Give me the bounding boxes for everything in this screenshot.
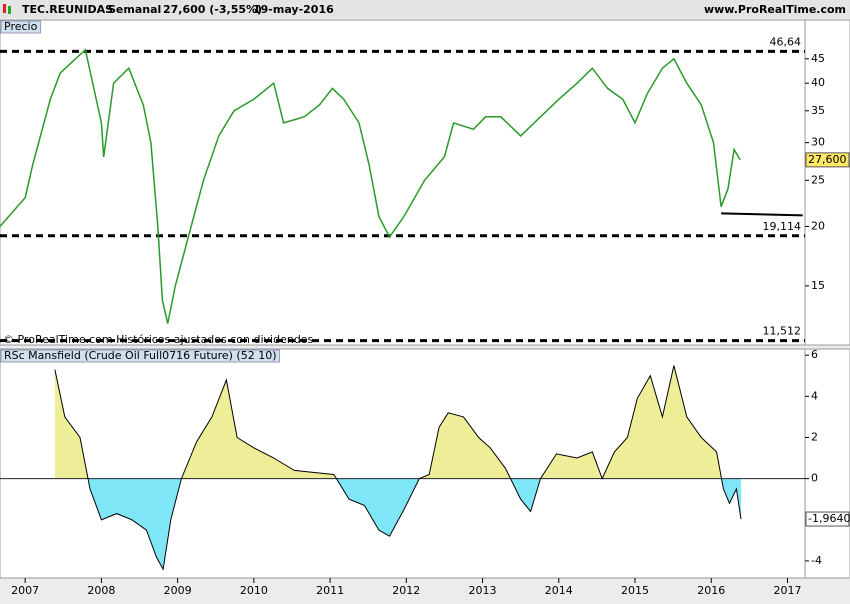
- x-tick-label: 2016: [697, 584, 725, 597]
- panel-title-bg: [0, 20, 42, 34]
- panel-title-bg: [0, 349, 281, 363]
- date: 19-may-2016: [253, 3, 334, 16]
- y-tick-label: 15: [811, 279, 825, 292]
- level-label: 11,512: [763, 325, 802, 338]
- y-tick-label: 45: [811, 52, 825, 65]
- panel-title: Precio: [4, 20, 38, 33]
- x-tick-label: 2012: [392, 584, 420, 597]
- x-tick-label: 2013: [469, 584, 497, 597]
- x-tick-label: 2017: [773, 584, 801, 597]
- y-tick-label: 0: [811, 472, 818, 485]
- site: www.ProRealTime.com: [704, 3, 846, 16]
- x-tick-label: 2015: [621, 584, 649, 597]
- x-tick-label: 2008: [87, 584, 115, 597]
- y-tick-label: 2: [811, 430, 818, 443]
- y-tick-label: 4: [811, 389, 818, 402]
- price-panel: [0, 19, 806, 346]
- last-value-box: [805, 511, 850, 527]
- y-tick-label: 30: [811, 136, 825, 149]
- x-tick-label: 2009: [164, 584, 192, 597]
- price-line: [0, 48, 741, 324]
- indicator-axis: [804, 348, 850, 579]
- x-tick-label: 2007: [11, 584, 39, 597]
- last-value-label: 27,600: [808, 153, 847, 166]
- y-tick-label: 6: [811, 348, 818, 361]
- panel-title: RSc Mansfield (Crude Oil Full0716 Future…: [4, 349, 277, 362]
- x-tick-label: 2011: [316, 584, 344, 597]
- header-bar: [0, 0, 850, 18]
- indicator-line: [54, 365, 742, 571]
- level-label: 19,114: [763, 220, 802, 233]
- y-tick-label: 40: [811, 76, 825, 89]
- trend-line: [721, 212, 803, 217]
- symbol: TEC.REUNIDAS: [22, 3, 113, 16]
- price-axis: [804, 19, 850, 346]
- indicator-area: [54, 365, 742, 570]
- x-tick-label: 2014: [545, 584, 573, 597]
- candle-icon: [3, 4, 11, 14]
- last-value-label: -1,9640: [808, 512, 850, 525]
- annotation: © ProRealTime.com Históricos ajustados c…: [3, 333, 314, 346]
- period: Semanal: [108, 3, 161, 16]
- last-value-box: [805, 152, 850, 168]
- level-label: 46,64: [770, 35, 802, 48]
- quote: 27,600 (-3,55%): [163, 3, 262, 16]
- y-tick-label: 20: [811, 219, 825, 232]
- y-tick-label: -4: [811, 554, 822, 567]
- x-tick-label: 2010: [240, 584, 268, 597]
- y-tick-label: 35: [811, 104, 825, 117]
- y-tick-label: 25: [811, 173, 825, 186]
